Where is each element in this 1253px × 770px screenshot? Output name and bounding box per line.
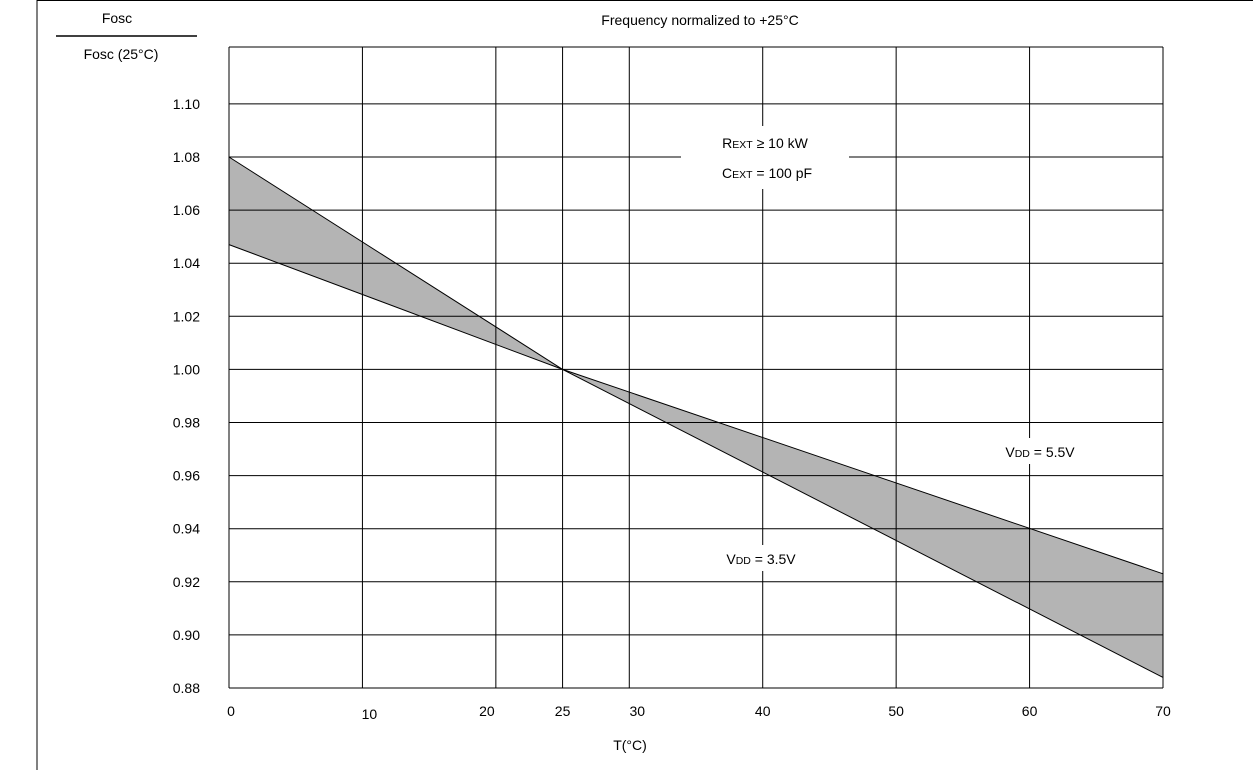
- vdd-low-rest: = 3.5V: [751, 551, 796, 567]
- y-tick-label-0.92: 0.92: [173, 574, 200, 590]
- annotation-rext: REXT ≥ 10 kW: [722, 135, 808, 151]
- vdd-high-rest: = 5.5V: [1030, 444, 1075, 460]
- vdd-high-v: V: [1005, 444, 1015, 460]
- rext-rest: ≥ 10 kW: [753, 135, 809, 151]
- rext-r: R: [722, 135, 732, 151]
- y-tick-label-1.08: 1.08: [173, 149, 200, 165]
- x-tick-label-40: 40: [755, 703, 771, 719]
- band-layer: [229, 157, 1163, 678]
- y-tick-label-1.00: 1.00: [173, 361, 200, 377]
- x-tick-label-50: 50: [888, 703, 904, 719]
- annotation-cext: CEXT = 100 pF: [722, 165, 812, 181]
- y-tick-label-1.06: 1.06: [173, 202, 200, 218]
- x-tick-labels: 0 10 20 25 30 40 50 60 70: [227, 703, 1171, 722]
- ylabel-denominator: Fosc (25°C): [84, 46, 159, 62]
- x-tick-label-20: 20: [479, 703, 495, 719]
- y-tick-label-1.10: 1.10: [173, 96, 200, 112]
- x-axis-label: T(°C): [613, 737, 647, 753]
- annotation-vdd-high: VDD = 5.5V: [1005, 444, 1075, 460]
- grid-layer: [228, 46, 1164, 689]
- series-layer: [228, 156, 1164, 678]
- annotation-box-vdd-low: [697, 545, 825, 571]
- vdd-high-sub: DD: [1015, 448, 1031, 460]
- annotation-vdd-low: VDD = 3.5V: [726, 551, 796, 567]
- series-line-vdd-5-5v: [228, 244, 1164, 575]
- y-tick-label-0.96: 0.96: [173, 468, 200, 484]
- y-tick-label-0.88: 0.88: [173, 680, 200, 696]
- chart-title: Frequency normalized to +25°C: [601, 12, 798, 28]
- vdd-range-band: [229, 157, 1163, 678]
- ylabel-numerator: Fosc: [102, 10, 132, 26]
- y-tick-labels: 0.88 0.90 0.92 0.94 0.96 0.98 1.00 1.02 1.04 1.06…: [173, 96, 200, 696]
- cext-sub: EXT: [732, 169, 753, 181]
- x-tick-label-60: 60: [1022, 703, 1038, 719]
- annotation-box-vdd-high: [976, 438, 1104, 464]
- annotation-box-ext: [681, 126, 849, 189]
- x-tick-label-30: 30: [629, 703, 645, 719]
- x-tick-label-0: 0: [227, 703, 235, 719]
- y-tick-label-1.02: 1.02: [173, 308, 200, 324]
- vdd-low-v: V: [726, 551, 736, 567]
- y-tick-label-0.94: 0.94: [173, 521, 200, 537]
- x-tick-label-70: 70: [1155, 703, 1171, 719]
- y-tick-label-1.04: 1.04: [173, 255, 200, 271]
- x-tick-label-10: 10: [362, 706, 378, 722]
- y-tick-label-0.98: 0.98: [173, 415, 200, 431]
- y-tick-label-0.90: 0.90: [173, 627, 200, 643]
- rext-sub: EXT: [732, 139, 753, 151]
- cext-rest: = 100 pF: [753, 165, 813, 181]
- cext-c: C: [722, 165, 732, 181]
- vdd-low-sub: DD: [736, 555, 752, 567]
- x-tick-label-25: 25: [555, 703, 571, 719]
